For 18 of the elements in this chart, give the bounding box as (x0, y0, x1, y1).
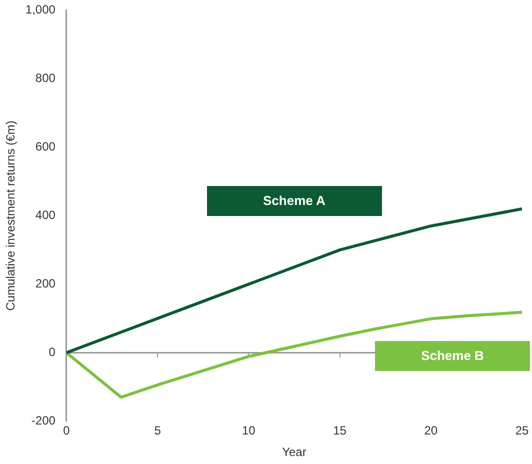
y-tick-label: 800 (35, 71, 56, 86)
y-tick-label: 200 (35, 276, 56, 291)
y-tick-label: 600 (35, 140, 56, 154)
name-tag: Scheme A (206, 186, 382, 216)
x-axis-title: Year (282, 445, 306, 460)
x-tick-label: 5 (154, 424, 162, 438)
y-axis-title: Cumulative investment returns (€m) (4, 120, 18, 311)
y-tick-label: -200 (31, 414, 56, 428)
text: Scheme A (263, 193, 326, 208)
y-tick-label: 0 (48, 345, 56, 360)
x-tick-label: 0 (63, 424, 70, 438)
x-tick-label: 15 (333, 424, 347, 438)
x-tick-label: 10 (242, 424, 256, 438)
x-tick-label: 25 (515, 424, 529, 438)
x-tick-label: 20 (424, 424, 438, 438)
y-tick-label: 400 (35, 208, 56, 222)
name-tag: Scheme B (375, 340, 530, 371)
y-tick-label: 1,000 (25, 2, 56, 17)
